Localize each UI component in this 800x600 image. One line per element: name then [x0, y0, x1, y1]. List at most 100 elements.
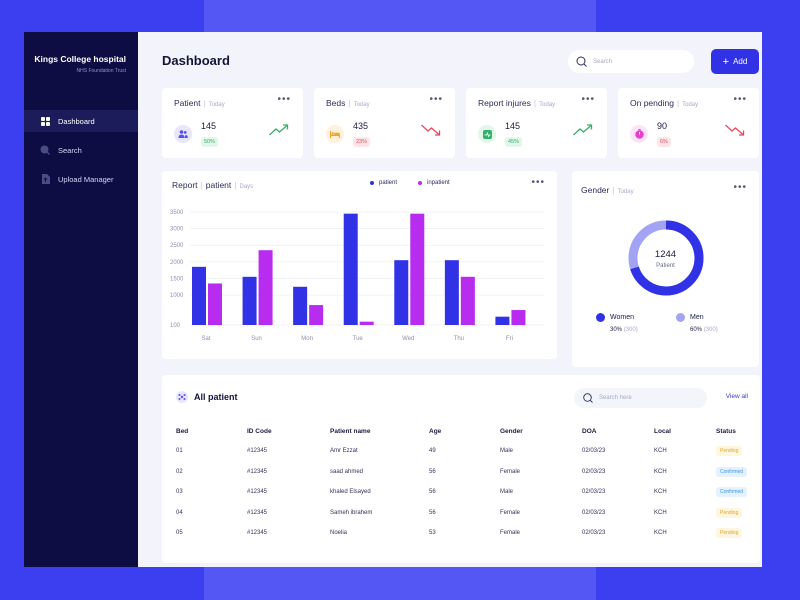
bar-inpatient-mon[interactable]	[309, 305, 324, 325]
legend-percent: 30%	[610, 327, 623, 333]
patients-title: All patient	[194, 392, 238, 402]
table-row[interactable]: 03 #12345 khaled Elsayed 56 Male 02/03/2…	[162, 482, 760, 503]
status-badge: Pending	[716, 507, 743, 518]
report-title: Report	[172, 180, 198, 190]
cell-age: 56	[429, 489, 436, 496]
sidebar-item-label: Search	[58, 145, 82, 155]
bar-patient-thu[interactable]	[444, 260, 459, 325]
patients-table: Bed ID Code Patient name Age Gender DOA …	[162, 422, 760, 544]
search-placeholder: Search	[593, 58, 613, 65]
sidebar-item-dashboard[interactable]: Dashboard	[24, 110, 138, 132]
column-header: Bed	[176, 428, 189, 435]
bar-patient-mon[interactable]	[293, 286, 308, 325]
stat-title: On pending	[630, 98, 674, 108]
cell-local: KCH	[654, 530, 667, 537]
bar-patient-tue[interactable]	[343, 213, 358, 325]
timer-icon	[630, 125, 648, 143]
bar-inpatient-tue[interactable]	[359, 321, 374, 325]
bar-chart: 3500 3000 2500 2000 1500 1000 100 Sat Sun Mon Tue W…	[170, 210, 544, 342]
app-subtitle: NHS Foundation Trust	[76, 68, 126, 74]
sidebar-nav: Dashboard Search Upload Manager	[24, 110, 138, 190]
column-header: Status	[716, 428, 736, 435]
cell-name: Amr Ezzat	[330, 448, 358, 455]
more-icon[interactable]: •••	[429, 94, 443, 105]
brand: Kings College hospital NHS Foundation Tr…	[24, 32, 138, 74]
more-icon[interactable]: •••	[277, 94, 291, 105]
trend-down-icon	[725, 124, 745, 136]
stat-period: Today	[539, 102, 556, 108]
table-row[interactable]: 01 #12345 Amr Ezzat 49 Male 02/03/23 KCH…	[162, 441, 760, 462]
cell-age: 53	[429, 530, 436, 537]
sidebar-item-search[interactable]: Search	[24, 139, 138, 161]
bar-inpatient-sun[interactable]	[258, 250, 273, 325]
gender-period: Today	[617, 189, 634, 195]
add-button[interactable]: + Add	[711, 49, 759, 74]
cell-name: khaled Elsayed	[330, 489, 371, 496]
status-badge: Confirmed	[716, 487, 748, 498]
legend-percent: 60%	[690, 327, 703, 333]
main-content: Dashboard Search + Add Patient | Today •••…	[138, 32, 762, 567]
bar-inpatient-wed[interactable]	[410, 213, 425, 325]
cell-doa: 02/03/23	[582, 448, 606, 455]
bar-patient-fri[interactable]	[495, 316, 510, 325]
cell-name: Noelia	[330, 530, 348, 537]
bar-inpatient-thu[interactable]	[460, 276, 475, 325]
view-all-link[interactable]: View all	[725, 393, 748, 400]
cell-local: KCH	[654, 489, 667, 496]
cell-name: Sameh ibrahem	[330, 509, 373, 516]
bar-inpatient-sat[interactable]	[208, 283, 222, 325]
bar-patient-sun[interactable]	[242, 276, 257, 325]
x-tick-label: Mon	[301, 336, 313, 342]
sidebar: Kings College hospital NHS Foundation Tr…	[24, 32, 138, 567]
cell-gender: Female	[500, 530, 521, 537]
gender-donut-chart	[628, 220, 704, 296]
more-icon[interactable]: •••	[733, 182, 747, 193]
cell-local: KCH	[654, 448, 667, 455]
stat-badge: 50%	[201, 137, 219, 147]
stat-card-patient: Patient | Today ••• 145 50%	[162, 88, 303, 158]
x-tick-label: Thu	[454, 336, 464, 342]
more-icon[interactable]: •••	[733, 94, 747, 105]
y-tick-label: 1500	[170, 276, 184, 282]
patients-search-input[interactable]: Search here	[574, 388, 707, 408]
bar-patient-sat[interactable]	[192, 266, 206, 325]
legend-dot	[370, 181, 374, 185]
report-icon	[478, 125, 496, 143]
donut-total: 1244	[654, 249, 677, 260]
bar-patient-wed[interactable]	[394, 260, 409, 325]
y-tick-label: 3000	[170, 227, 184, 233]
search-input[interactable]: Search	[568, 50, 694, 73]
more-icon[interactable]: •••	[531, 177, 545, 188]
report-subtitle: patient	[205, 180, 232, 190]
status-badge: Pending	[716, 446, 743, 457]
bed-icon	[326, 125, 344, 143]
legend-count: (300)	[703, 327, 718, 333]
x-tick-label: Fri	[506, 336, 513, 342]
bar-inpatient-fri[interactable]	[511, 310, 526, 325]
sidebar-item-upload-manager[interactable]: Upload Manager	[24, 168, 138, 190]
stat-badge: 45%	[505, 137, 523, 147]
legend-dot	[418, 181, 422, 185]
column-header: DOA	[582, 428, 597, 435]
legend-dot	[676, 313, 685, 322]
stat-period: Today	[682, 102, 699, 108]
table-row[interactable]: 04 #12345 Sameh ibrahem 56 Female 02/03/…	[162, 503, 760, 524]
cell-bed: 02	[176, 468, 183, 475]
trend-up-icon	[269, 124, 289, 136]
table-row[interactable]: 02 #12345 saad ahmed 56 Female 02/03/23 …	[162, 462, 760, 483]
page-title: Dashboard	[162, 53, 230, 68]
cell-bed: 05	[176, 530, 183, 537]
patients-icon	[176, 391, 188, 403]
more-icon[interactable]: •••	[581, 94, 595, 105]
search-icon	[576, 56, 587, 67]
legend-patient: patient	[370, 180, 397, 186]
stat-title: Patient	[174, 98, 201, 108]
cell-id: #12345	[247, 468, 268, 475]
x-tick-label: Wed	[402, 336, 414, 342]
y-tick-label: 3500	[170, 210, 184, 216]
report-period: Days	[239, 184, 254, 190]
column-header: Gender	[500, 428, 523, 435]
donut-total-label: Patient	[656, 263, 675, 269]
table-row[interactable]: 05 #12345 Noelia 53 Female 02/03/23 KCH …	[162, 523, 760, 544]
stat-title: Beds	[326, 98, 346, 108]
